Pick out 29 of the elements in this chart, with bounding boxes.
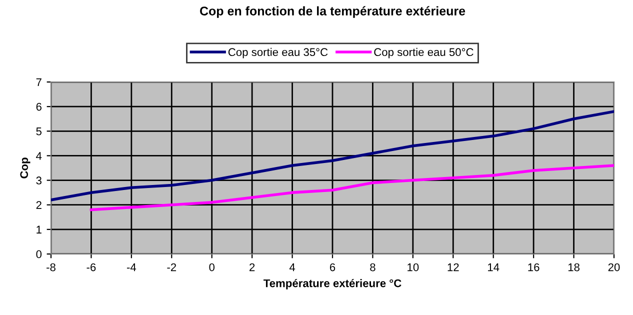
x-tick-label: 4 [289,263,296,272]
chart-title: Cop en fonction de la température extérieure [200,6,466,18]
x-tick-label: 0 [209,263,215,272]
x-tick-label: -4 [126,263,136,272]
x-tick-label: 18 [568,263,580,272]
x-tick-label: 20 [608,263,620,272]
legend-label: Cop sortie eau 35°C [228,48,328,58]
x-tick-label: 6 [330,263,336,272]
x-tick-label: 10 [408,263,419,272]
y-tick-label: 0 [36,250,42,258]
x-tick-label: 12 [448,263,459,272]
y-tick-label: 7 [36,78,42,86]
x-axis-title: Température extérieure °C [264,278,402,290]
y-tick-label: 4 [36,152,42,160]
x-tick-label: -2 [167,263,176,272]
legend-label: Cop sortie eau 50°C [374,48,474,58]
y-tick-label: 5 [36,128,42,136]
y-tick-label: 1 [36,226,42,234]
x-tick-label: -6 [86,263,96,272]
x-tick-label: 2 [250,263,255,272]
x-tick-label: -8 [46,263,56,272]
x-tick-label: 14 [488,263,500,272]
y-tick-label: 6 [36,102,42,111]
x-tick-label: 16 [528,263,540,272]
y-tick-label: 2 [36,201,42,209]
line-series [90,164,614,212]
y-axis-title: Cop [20,158,30,178]
x-tick-label: 8 [370,263,376,272]
y-tick-label: 3 [36,176,42,184]
